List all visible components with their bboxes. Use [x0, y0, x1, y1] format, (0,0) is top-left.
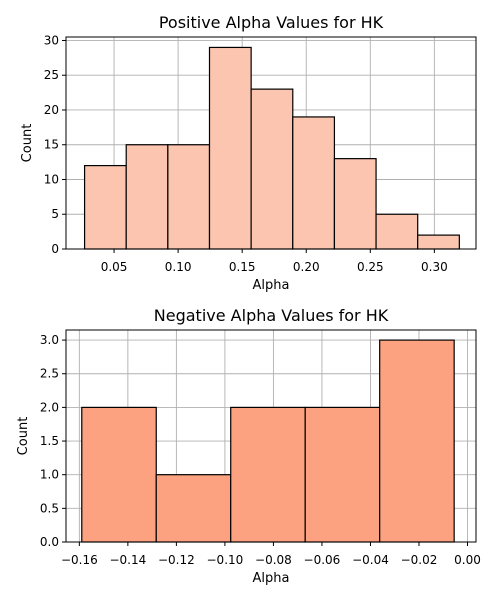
- histogram-bar: [333, 158, 377, 250]
- histogram-bar: [155, 474, 232, 543]
- y-axis-label: Count: [20, 124, 35, 163]
- histogram-bar: [230, 406, 306, 543]
- negative-alpha-histogram: −0.16 −0.14 −0.12 −0.10 −0.08 −0.06 −0.04 −0.02…: [16, 306, 481, 586]
- y-tick-label: 0.5: [40, 501, 59, 515]
- chart-title: Positive Alpha Values for HK: [159, 13, 384, 32]
- y-tick-label: 30: [44, 33, 59, 47]
- plot-frame: [65, 329, 477, 543]
- y-tick-label: 25: [44, 68, 59, 82]
- x-axis-label: Alpha: [253, 571, 290, 586]
- y-tick-label: 0: [51, 242, 59, 256]
- histogram-bar: [417, 234, 460, 250]
- positive-alpha-histogram: 0.05 0.10 0.15 0.20 0.25 0.30 0 5 10 15 20 25 30 Posi…: [20, 13, 477, 293]
- x-tick-label: 0.25: [357, 260, 384, 274]
- histogram-bar: [81, 406, 157, 543]
- plot-frame: [65, 36, 477, 250]
- x-tick-label: −0.14: [109, 553, 146, 567]
- x-tick-label: −0.12: [158, 553, 195, 567]
- histogram-bar: [125, 144, 169, 250]
- chart-title: Negative Alpha Values for HK: [154, 306, 389, 325]
- x-axis-label: Alpha: [253, 278, 290, 293]
- x-tick-label: −0.04: [352, 553, 389, 567]
- x-tick-label: 0.15: [229, 260, 256, 274]
- y-tick-label: 1.0: [40, 468, 59, 482]
- x-tick-label: 0.20: [293, 260, 320, 274]
- y-tick-label: 2.0: [40, 400, 59, 414]
- y-tick-label: 20: [44, 103, 59, 117]
- histogram-bar: [250, 88, 294, 250]
- y-tick-label: 3.0: [40, 333, 59, 347]
- y-tick-label: 0.0: [40, 535, 59, 549]
- x-tick-label: −0.10: [207, 553, 244, 567]
- histogram-bar: [292, 116, 336, 250]
- x-tick-label: −0.02: [401, 553, 438, 567]
- histogram-bar: [375, 213, 419, 250]
- histogram-bar: [208, 46, 252, 250]
- y-tick-label: 5: [51, 207, 59, 221]
- y-axis-label: Count: [16, 417, 31, 456]
- histogram-bar: [167, 144, 211, 250]
- x-tick-label: 0.05: [101, 260, 128, 274]
- histogram-bar: [379, 339, 455, 543]
- x-tick-label: 0.00: [454, 553, 481, 567]
- x-tick-label: −0.08: [255, 553, 292, 567]
- y-tick-label: 15: [44, 138, 59, 152]
- x-tick-label: −0.06: [304, 553, 341, 567]
- histogram-bar: [304, 406, 381, 543]
- y-tick-label: 1.5: [40, 434, 59, 448]
- histogram-bar: [83, 164, 127, 250]
- x-tick-label: −0.16: [61, 553, 98, 567]
- y-tick-label: 2.5: [40, 367, 59, 381]
- y-tick-label: 10: [44, 172, 59, 186]
- x-tick-label: 0.30: [421, 260, 448, 274]
- x-tick-label: 0.10: [165, 260, 192, 274]
